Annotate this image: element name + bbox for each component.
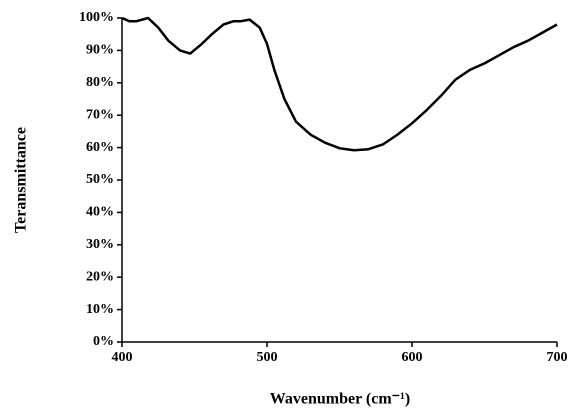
y-tick-label: 0% — [93, 334, 114, 349]
x-axis-label: Wavenumber (cm⁻¹) — [270, 391, 410, 408]
y-axis-label: Teransmittance — [13, 127, 30, 233]
y-tick-label: 90% — [86, 43, 114, 58]
y-tick-label: 100% — [79, 10, 114, 25]
y-tick-label: 60% — [86, 140, 114, 155]
x-tick-label: 700 — [547, 350, 568, 365]
y-tick-label: 50% — [86, 172, 114, 187]
y-tick-label: 10% — [86, 302, 114, 317]
y-tick-label: 30% — [86, 237, 114, 252]
x-tick-label: 400 — [112, 350, 133, 365]
y-tick-label: 40% — [86, 205, 114, 220]
line-series — [121, 16, 558, 152]
y-tick-label: 80% — [86, 75, 114, 90]
y-tick-label: 70% — [86, 107, 114, 122]
y-tick-label: 20% — [86, 269, 114, 284]
x-tick-label: 600 — [402, 350, 423, 365]
x-tick-label: 500 — [257, 350, 278, 365]
